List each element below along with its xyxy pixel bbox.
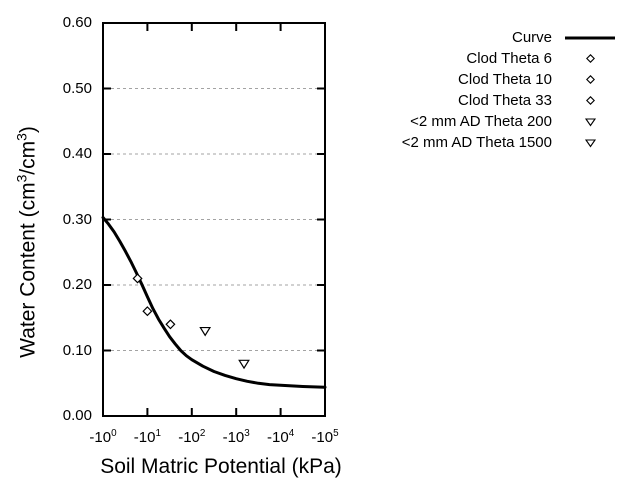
x-tick-label: -100 (89, 428, 117, 446)
legend-label: <2 mm AD Theta 200 (410, 113, 552, 130)
legend-label: Clod Theta 33 (458, 92, 552, 109)
y-axis-title: Water Content (cm3/cm3) (13, 126, 40, 358)
x-axis-title: Soil Matric Potential (kPa) (100, 455, 342, 478)
x-tick-label: -101 (133, 428, 161, 446)
clod-theta-10-marker (142, 306, 153, 317)
legend-item: <2 mm AD Theta 200 (402, 111, 615, 132)
legend-label: <2 mm AD Theta 1500 (401, 134, 552, 151)
y-tick-label: 0.50 (62, 79, 92, 97)
legend: Curve Clod Theta 6 Clod Theta 10 Clod Theta… (402, 27, 615, 153)
curve-line (101, 216, 327, 389)
legend-item: Clod Theta 33 (402, 90, 615, 111)
clod-theta-6-marker (132, 273, 143, 284)
clod-theta-33-marker (165, 319, 176, 330)
x-tick-label: -105 (311, 428, 339, 446)
legend-item: Clod Theta 6 (402, 48, 615, 69)
legend-triangle-down-icon (565, 115, 615, 128)
legend-triangle-down-icon (565, 136, 615, 149)
y-tick-label: 0.40 (62, 145, 92, 162)
legend-item: <2 mm AD Theta 1500 (402, 132, 615, 153)
y-tick-label: 0.60 (62, 14, 92, 31)
y-tick-label: 0.20 (62, 276, 92, 293)
legend-diamond-icon (565, 94, 615, 107)
legend-line-icon (565, 31, 615, 45)
2-mm-ad-theta-200-marker (199, 326, 212, 337)
y-tick-label: 0.00 (62, 407, 92, 424)
y-tick-label: 0.10 (62, 341, 92, 359)
x-tick-label: -104 (267, 428, 295, 446)
x-tick-label: -103 (222, 428, 250, 446)
legend-item: Clod Theta 10 (402, 69, 615, 90)
legend-diamond-icon (565, 73, 615, 86)
legend-item: Curve (402, 27, 615, 48)
y-tick-label: 0.30 (62, 210, 92, 228)
2-mm-ad-theta-1500-marker (238, 359, 250, 370)
legend-label: Curve (511, 29, 552, 46)
legend-label: Clod Theta 6 (466, 50, 552, 67)
legend-diamond-icon (565, 52, 615, 65)
legend-label: Clod Theta 10 (458, 71, 552, 88)
x-tick-label: -102 (178, 428, 206, 446)
